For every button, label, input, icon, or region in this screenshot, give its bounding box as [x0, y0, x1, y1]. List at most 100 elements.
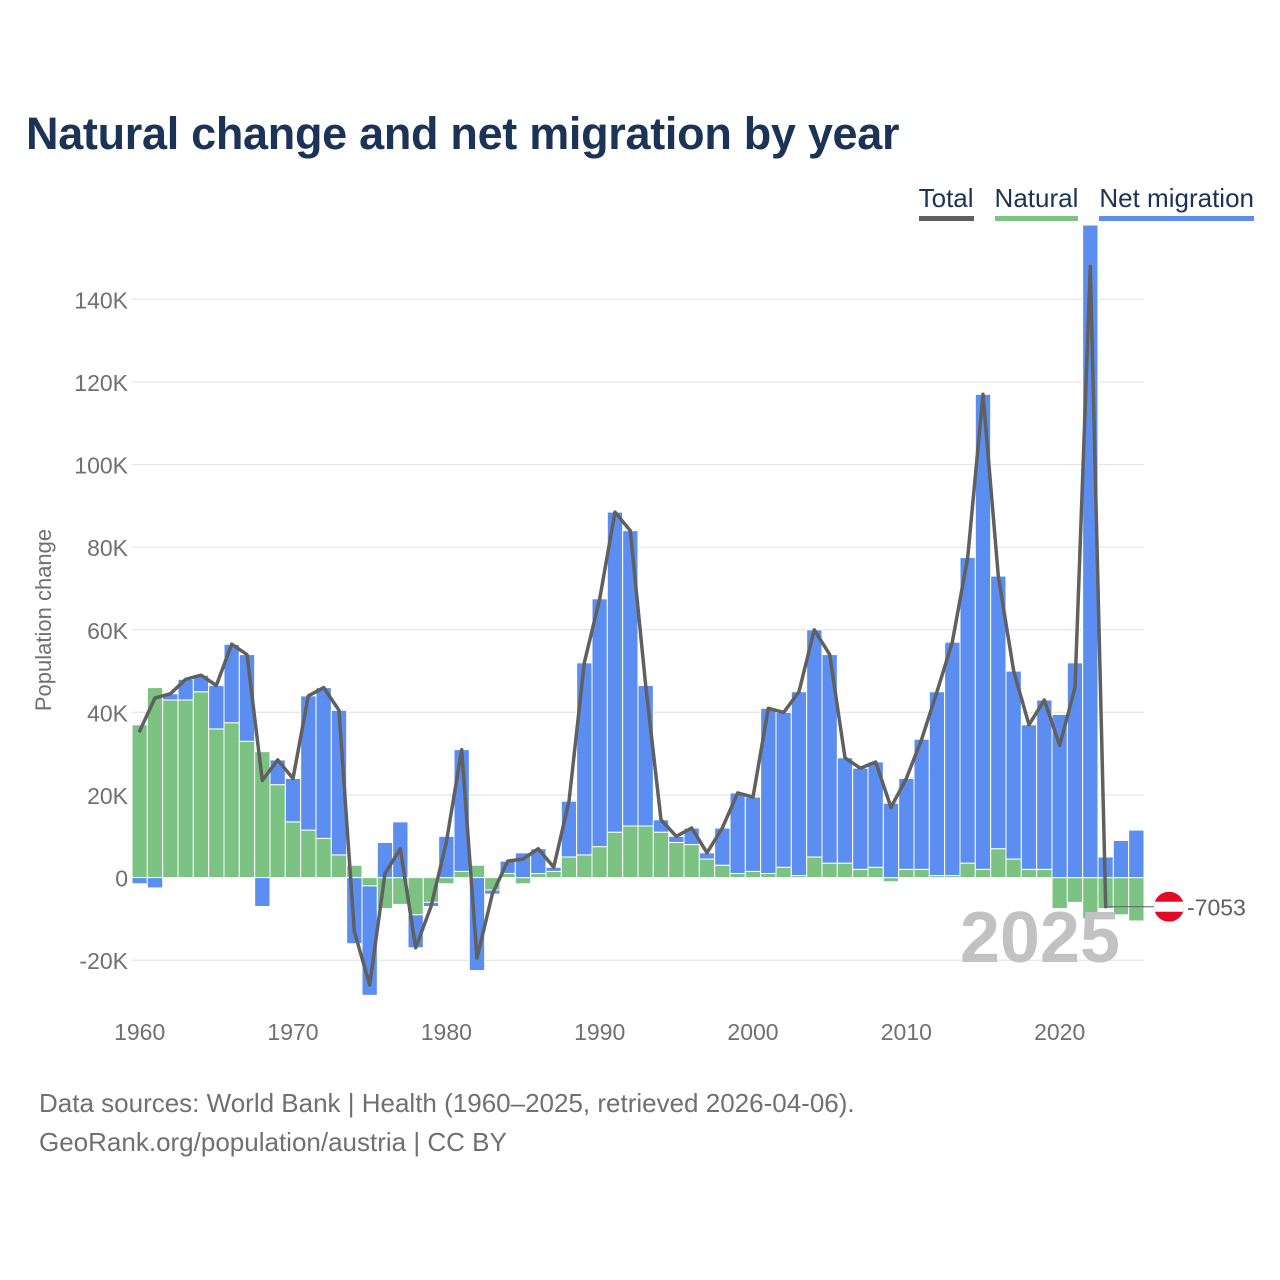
- bar-natural[interactable]: [560, 856, 578, 879]
- bar-net-migration[interactable]: [1020, 724, 1038, 870]
- bar-natural[interactable]: [898, 868, 915, 879]
- chart-title: Natural change and net migration by year: [26, 108, 900, 159]
- bar-natural[interactable]: [974, 868, 992, 879]
- bar-net-migration[interactable]: [284, 777, 302, 823]
- bar-natural[interactable]: [775, 866, 792, 879]
- bar-natural[interactable]: [146, 687, 164, 879]
- bar-natural[interactable]: [1005, 858, 1022, 879]
- bar-natural[interactable]: [530, 872, 547, 879]
- bar-natural[interactable]: [913, 868, 930, 879]
- x-tick-label: 2010: [881, 1019, 932, 1045]
- bar-natural[interactable]: [1036, 868, 1053, 879]
- bar-natural[interactable]: [315, 837, 332, 879]
- bar-natural[interactable]: [652, 831, 670, 879]
- bar-net-migration[interactable]: [576, 662, 593, 856]
- bar-natural[interactable]: [744, 870, 762, 879]
- bar-natural[interactable]: [622, 825, 639, 879]
- bar-natural[interactable]: [1020, 868, 1038, 879]
- bar-natural[interactable]: [131, 724, 148, 879]
- x-tick-label: 1980: [421, 1019, 472, 1045]
- bar-net-migration[interactable]: [146, 877, 164, 889]
- y-tick-label: 140K: [74, 287, 128, 313]
- legend-item-total[interactable]: Total: [918, 183, 974, 221]
- bar-natural[interactable]: [836, 862, 854, 879]
- bar-natural[interactable]: [821, 862, 838, 879]
- bar-natural[interactable]: [852, 868, 869, 879]
- legend-item-net-migration[interactable]: Net migration: [1099, 183, 1254, 221]
- bar-net-migration[interactable]: [882, 802, 900, 879]
- bar-natural[interactable]: [606, 831, 624, 879]
- bar-natural[interactable]: [545, 870, 562, 879]
- bar-natural[interactable]: [514, 877, 532, 885]
- bar-natural[interactable]: [760, 872, 777, 879]
- bar-natural[interactable]: [330, 854, 348, 879]
- bar-natural[interactable]: [177, 699, 194, 879]
- bar-net-migration[interactable]: [959, 557, 976, 864]
- bar-net-migration[interactable]: [269, 759, 286, 786]
- bar-natural[interactable]: [1128, 877, 1145, 922]
- y-axis-label: Population change: [31, 529, 56, 711]
- bar-natural[interactable]: [300, 829, 317, 879]
- bar-net-migration[interactable]: [1112, 839, 1130, 879]
- bar-net-migration[interactable]: [1005, 670, 1022, 860]
- y-tick-label: 60K: [87, 618, 129, 644]
- bar-natural[interactable]: [637, 825, 654, 879]
- bar-natural[interactable]: [698, 858, 716, 879]
- bar-net-migration[interactable]: [1128, 829, 1145, 879]
- bar-natural[interactable]: [223, 722, 240, 879]
- bar-net-migration[interactable]: [944, 641, 961, 877]
- bar-net-migration[interactable]: [744, 796, 762, 872]
- bar-natural[interactable]: [192, 691, 210, 879]
- total-line[interactable]: [137, 264, 1108, 987]
- x-tick-label: 1960: [114, 1019, 165, 1045]
- bar-net-migration[interactable]: [852, 767, 869, 870]
- bar-net-migration[interactable]: [208, 685, 225, 730]
- bar-natural[interactable]: [990, 848, 1007, 879]
- bar-natural[interactable]: [683, 844, 700, 879]
- footer-link[interactable]: GeoRank.org/population/austria | CC BY: [39, 1127, 507, 1157]
- bar-natural[interactable]: [284, 821, 302, 879]
- bar-natural[interactable]: [238, 740, 256, 879]
- bar-net-migration[interactable]: [775, 711, 792, 868]
- bar-natural[interactable]: [867, 866, 884, 879]
- legend-item-natural[interactable]: Natural: [994, 183, 1079, 221]
- bar-net-migration[interactable]: [928, 691, 946, 877]
- bar-natural[interactable]: [438, 877, 455, 885]
- bar-natural[interactable]: [959, 862, 976, 879]
- axis-ticks: -20K 0 20K 40K 60K 80K 100K 120K 140K 1960 1970 198…: [74, 287, 1085, 1045]
- bar-net-migration[interactable]: [1036, 699, 1053, 870]
- bar-net-migration[interactable]: [790, 691, 808, 877]
- bar-natural[interactable]: [576, 854, 593, 879]
- bar-natural[interactable]: [361, 877, 378, 887]
- end-value-callout: -7053: [1105, 891, 1246, 922]
- bar-net-migration[interactable]: [131, 877, 148, 885]
- bar-natural[interactable]: [668, 842, 685, 879]
- bar-natural[interactable]: [453, 870, 470, 879]
- bar-net-migration[interactable]: [606, 511, 624, 833]
- bar-net-migration[interactable]: [254, 877, 271, 908]
- y-tick-label: 80K: [87, 535, 129, 561]
- callout-value: -7053: [1187, 895, 1246, 921]
- bar-natural[interactable]: [882, 877, 900, 883]
- bar-net-migration[interactable]: [637, 685, 654, 827]
- bar-natural[interactable]: [269, 784, 286, 879]
- footer-sources: Data sources: World Bank | Health (1960–…: [39, 1088, 855, 1118]
- bar-natural[interactable]: [591, 846, 608, 879]
- bar-net-migration[interactable]: [591, 598, 608, 848]
- x-tick-label: 1990: [574, 1019, 625, 1045]
- bar-net-migration[interactable]: [806, 629, 823, 858]
- y-tick-label: -20K: [79, 948, 128, 974]
- bar-net-migration[interactable]: [1066, 662, 1084, 879]
- y-tick-label: 40K: [87, 700, 129, 726]
- bar-natural[interactable]: [208, 728, 225, 879]
- bar-natural[interactable]: [162, 699, 179, 879]
- bar-natural[interactable]: [714, 864, 731, 879]
- bar-net-migration[interactable]: [315, 687, 332, 839]
- bar-natural[interactable]: [729, 872, 746, 879]
- y-tick-label: 120K: [74, 370, 128, 396]
- bar-net-migration[interactable]: [836, 757, 854, 864]
- bar-natural[interactable]: [806, 856, 823, 879]
- y-tick-label: 0: [115, 866, 128, 892]
- bar-net-migration[interactable]: [913, 738, 930, 870]
